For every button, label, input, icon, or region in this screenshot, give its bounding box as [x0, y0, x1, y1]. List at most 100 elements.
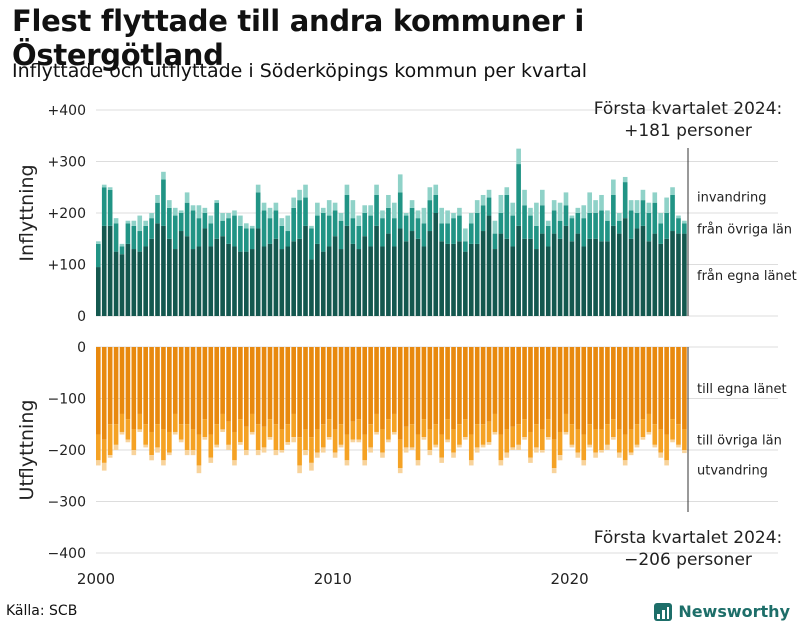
bar-segment: [208, 457, 214, 463]
bar-segment: [587, 192, 592, 213]
bar-segment: [232, 215, 237, 247]
bar-segment: [480, 424, 486, 445]
bar-segment: [646, 347, 652, 414]
bar-segment: [563, 205, 569, 226]
y-tick-label: 0: [77, 309, 86, 325]
bar-segment: [593, 452, 598, 458]
bar-segment: [451, 218, 456, 244]
bar-segment: [267, 207, 273, 219]
bar-segment: [238, 347, 243, 420]
bar-segment: [244, 426, 249, 450]
bar-segment: [255, 228, 261, 316]
bar-segment: [291, 197, 296, 208]
bar-segment: [131, 220, 137, 226]
bar-segment: [504, 452, 510, 458]
brand-logo[interactable]: Newsworthy: [654, 602, 790, 621]
bar-segment: [622, 460, 628, 466]
y-tick-label: +400: [48, 103, 86, 119]
bar-segment: [374, 225, 379, 317]
bar-segment: [415, 218, 421, 239]
bar-segment: [303, 225, 308, 317]
bar-segment: [202, 207, 208, 213]
bar-segment: [208, 347, 214, 435]
bar-segment: [682, 220, 687, 224]
bar-segment: [178, 231, 184, 316]
bar-segment: [605, 347, 610, 425]
bar-segment: [676, 218, 681, 234]
bar-segment: [190, 249, 196, 316]
bar-segment: [528, 215, 533, 239]
bar-segment: [593, 347, 598, 430]
bar-segment: [664, 238, 669, 316]
bar-segment: [581, 460, 587, 466]
bar-segment: [468, 434, 474, 461]
bar-segment: [172, 413, 178, 432]
bar-segment: [172, 431, 178, 435]
callout-heading: Första kvartalet 2024:: [594, 99, 783, 119]
bar-segment: [249, 431, 255, 435]
bar-segment: [392, 413, 397, 432]
bar-segment: [297, 465, 302, 474]
bar-segment: [486, 421, 492, 443]
bar-segment: [125, 223, 131, 244]
bar-segment: [320, 207, 326, 213]
bar-segment: [640, 347, 646, 420]
bar-segment: [226, 213, 231, 219]
bar-segment: [273, 424, 279, 450]
bar-segment: [261, 210, 267, 247]
bar-segment: [474, 243, 480, 316]
bar-segment: [528, 238, 533, 316]
bar-segment: [386, 207, 391, 234]
bar-segment: [468, 223, 474, 244]
bar-segment: [545, 419, 551, 438]
bar-segment: [634, 213, 640, 229]
bar-segment: [421, 246, 427, 316]
bar-segment: [427, 347, 433, 430]
bar-segment: [640, 419, 646, 438]
bar-segment: [658, 223, 664, 244]
bar-segment: [350, 243, 356, 316]
bar-segment: [492, 249, 498, 316]
bar-segment: [320, 447, 326, 453]
bar-segment: [267, 437, 273, 440]
bar-segment: [368, 424, 373, 448]
bar-segment: [605, 444, 610, 450]
bar-segment: [172, 249, 178, 316]
bar-segment: [409, 447, 415, 450]
bar-segment: [96, 347, 101, 435]
newsworthy-logo-icon: [654, 602, 673, 621]
bar-segment: [563, 192, 569, 206]
bar-segment: [362, 347, 368, 435]
bar-segment: [551, 347, 557, 440]
bar-segment: [172, 207, 178, 216]
bar-segment: [113, 444, 119, 450]
bar-segment: [628, 347, 634, 430]
bar-segment: [557, 431, 563, 456]
bar-segment: [178, 424, 184, 440]
bar-segment: [622, 347, 628, 435]
bar-segment: [249, 413, 255, 432]
bar-segment: [238, 419, 243, 443]
bar-segment: [143, 225, 148, 247]
bar-segment: [433, 444, 439, 448]
bar-segment: [303, 347, 308, 430]
bar-segment: [451, 243, 456, 316]
bar-segment: [682, 450, 687, 454]
bar-segment: [409, 231, 415, 316]
bar-segment: [196, 205, 202, 219]
series-label: från övriga län: [697, 222, 792, 237]
bar-segment: [255, 450, 261, 456]
bar-segment: [196, 465, 202, 474]
chart-title: Flest flyttade till andra kommuner i Öst…: [12, 4, 585, 72]
bar-segment: [664, 347, 669, 435]
bar-segment: [155, 223, 160, 316]
bar-segment: [415, 347, 421, 435]
bar-segment: [676, 444, 681, 448]
bar-segment: [540, 347, 545, 430]
bar-segment: [220, 429, 225, 432]
bar-segment: [356, 347, 362, 420]
bar-segment: [320, 424, 326, 448]
bar-segment: [575, 233, 581, 316]
bar-segment: [356, 249, 362, 316]
bar-segment: [143, 220, 148, 226]
